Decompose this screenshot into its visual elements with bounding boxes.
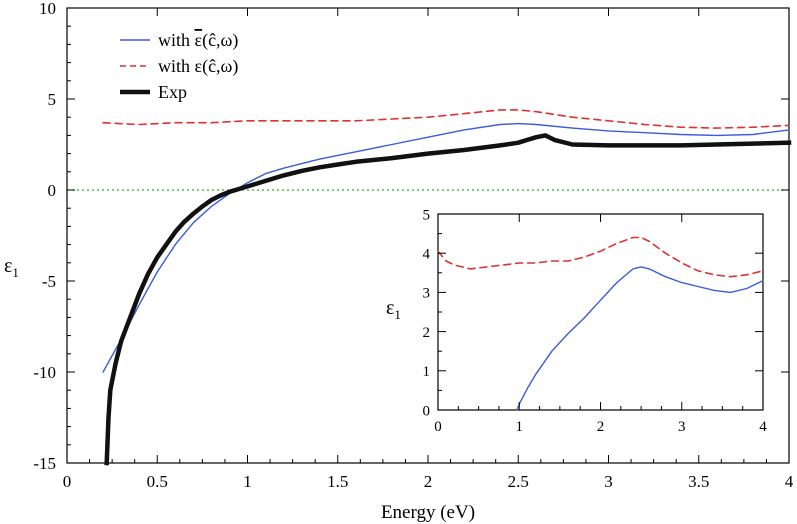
main-x-tick-label: 0 (63, 472, 72, 491)
inset-x-tick-label: 4 (759, 419, 767, 435)
main-x-tick-label: 1 (243, 472, 252, 491)
inset-y-tick-label: 4 (423, 246, 431, 262)
main-x-tick-label: 2.5 (508, 472, 529, 491)
inset-background (438, 214, 763, 410)
inset-y-tick-label: 3 (423, 286, 431, 302)
main-x-tick-label: 4 (785, 472, 794, 491)
main-y-axis-symbol: ε (4, 255, 12, 277)
inset-y-axis-symbol: ε (386, 297, 394, 319)
main-x-tick-label: 3.5 (688, 472, 709, 491)
inset-y-tick-label: 1 (423, 364, 431, 380)
inset-y-tick-label: 5 (423, 207, 431, 223)
inset-x-tick-label: 3 (678, 419, 686, 435)
inset-x-tick-label: 0 (434, 419, 442, 435)
inset-y-axis-subscript: 1 (394, 307, 401, 322)
main-y-tick-label: -10 (33, 363, 56, 382)
inset-y-tick-label: 2 (423, 325, 431, 341)
legend-label-2: with ε(ĉ,ω) (158, 56, 238, 77)
main-x-tick-label: 3 (604, 472, 613, 491)
main-series-line-2 (102, 109, 790, 129)
inset-series-line-2 (437, 236, 764, 278)
legend-label-1: with ε(ĉ,ω) (158, 30, 238, 51)
main-y-axis-label: ε1 (4, 255, 19, 280)
inset-y-tick-label: 0 (423, 403, 431, 419)
main-series-line-1 (102, 122, 790, 373)
main-y-axis-subscript: 1 (12, 265, 19, 280)
main-y-tick-label: -5 (42, 272, 56, 291)
main-x-tick-label: 2 (424, 472, 433, 491)
inset-x-tick-label: 1 (516, 419, 524, 435)
main-y-tick-label: 10 (39, 0, 56, 18)
main-x-tick-label: 1.5 (327, 472, 348, 491)
legend: with ε(ĉ,ω) with ε(ĉ,ω) Exp (120, 30, 238, 102)
inset-y-axis-label: ε1 (386, 297, 401, 322)
main-y-tick-label: 5 (48, 90, 57, 109)
main-y-tick-label: -15 (33, 454, 56, 473)
main-series-line-3 (104, 133, 792, 466)
main-y-tick-label: 0 (48, 181, 57, 200)
main-x-axis-label: Energy (eV) (381, 502, 475, 523)
inset-series-line-1 (516, 266, 764, 411)
inset-x-tick-label: 2 (597, 419, 605, 435)
legend-label-3: Exp (158, 82, 187, 102)
main-x-tick-label: 0.5 (147, 472, 168, 491)
